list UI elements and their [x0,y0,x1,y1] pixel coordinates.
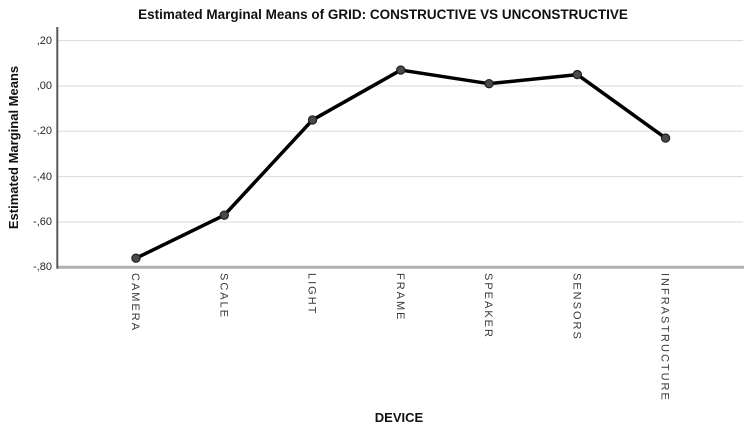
data-point-marker [131,253,141,263]
y-tick-label: ,00 [36,79,52,92]
data-point-marker [307,115,318,125]
y-tick-label: -,80 [33,261,52,274]
x-category-label: CAMERA [129,273,141,333]
x-category-label: FRAME [393,273,406,322]
x-category-label: SPEAKER [482,273,495,339]
data-point-marker [219,210,229,220]
data-point-marker [484,78,494,89]
y-tick-label: ,20 [36,34,52,47]
data-point-marker [572,69,583,80]
x-category-label: LIGHT [305,273,318,316]
x-category-label: INFRASTRUCTURE [658,273,671,402]
x-category-label: SENSORS [570,273,583,341]
data-point-marker [396,65,406,75]
x-axis-title: DEVICE [374,410,424,425]
data-point-marker [660,133,671,143]
chart-title: Estimated Marginal Means of GRID: CONSTR… [138,7,628,22]
y-tick-label: -,40 [33,170,52,183]
data-line [134,68,668,260]
x-category-label: SCALE [217,273,230,320]
y-tick-label: -,20 [33,125,52,138]
y-tick-label: -,60 [33,215,52,228]
